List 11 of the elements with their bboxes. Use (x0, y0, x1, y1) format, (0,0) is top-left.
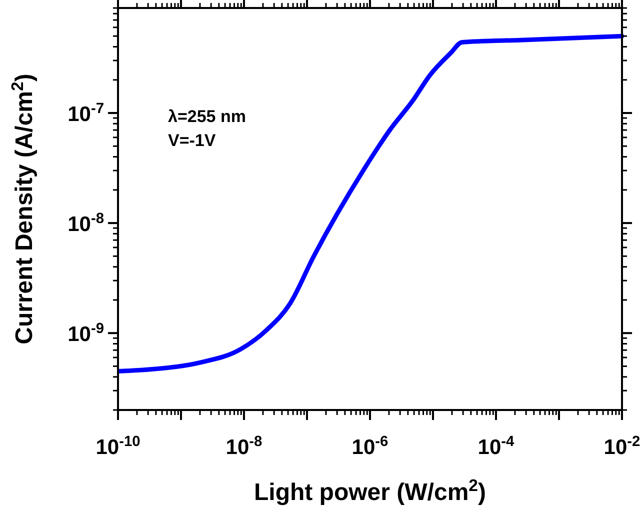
annotation: λ=255 nm (168, 107, 246, 126)
x-tick-label: 10$^{-8}$ (226, 434, 262, 459)
x-tick-label: 10$^{-10}$ (96, 434, 140, 459)
x-tick-label: 10$^{-2}$ (604, 434, 640, 459)
annotation: V=-1V (168, 131, 216, 150)
x-tick-label: 10$^{-6}$ (352, 434, 388, 459)
y-tick-label: 10$^{-8}$ (68, 211, 104, 236)
x-tick-label: 10$^{-4}$ (478, 434, 516, 459)
y-tick-label: 10$^{-7}$ (68, 101, 104, 126)
x-axis-title: Light power (W/cm$^{2}$) (254, 476, 486, 506)
y-tick-label: 10$^{-9}$ (68, 321, 104, 346)
